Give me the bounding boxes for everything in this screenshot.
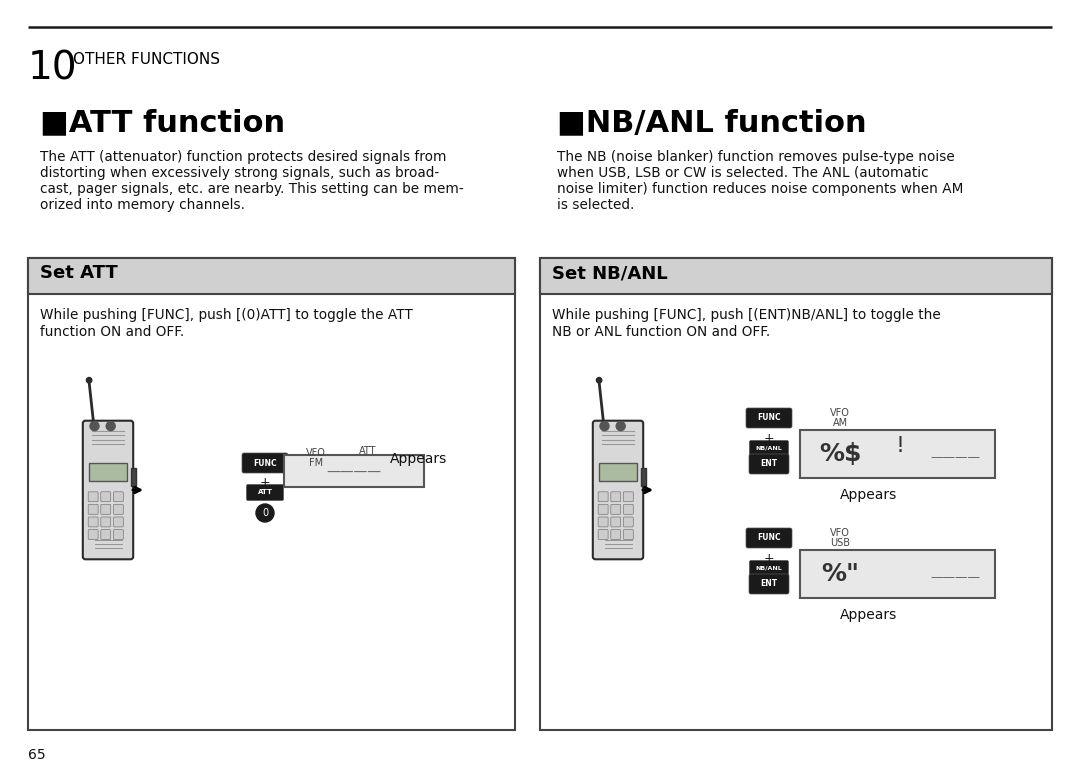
FancyBboxPatch shape bbox=[89, 491, 98, 501]
Bar bbox=[89, 463, 127, 481]
Circle shape bbox=[106, 421, 116, 431]
Bar bbox=[28, 258, 515, 730]
Text: !: ! bbox=[895, 436, 905, 456]
FancyBboxPatch shape bbox=[113, 530, 123, 539]
FancyBboxPatch shape bbox=[611, 517, 621, 527]
FancyBboxPatch shape bbox=[89, 530, 98, 539]
Text: ■ATT function: ■ATT function bbox=[40, 108, 285, 137]
Circle shape bbox=[600, 421, 609, 431]
Text: FUNC: FUNC bbox=[757, 414, 781, 422]
Text: ————: ———— bbox=[326, 466, 381, 480]
FancyBboxPatch shape bbox=[746, 408, 792, 428]
FancyBboxPatch shape bbox=[750, 574, 789, 594]
Text: Set NB/ANL: Set NB/ANL bbox=[552, 264, 667, 282]
FancyBboxPatch shape bbox=[100, 504, 111, 514]
Text: %$: %$ bbox=[819, 442, 861, 466]
Text: +: + bbox=[764, 552, 774, 565]
FancyBboxPatch shape bbox=[611, 491, 621, 501]
Text: %": %" bbox=[821, 562, 859, 586]
Bar bbox=[540, 258, 1052, 730]
Circle shape bbox=[90, 421, 99, 431]
FancyBboxPatch shape bbox=[598, 504, 608, 514]
Text: OTHER FUNCTIONS: OTHER FUNCTIONS bbox=[73, 52, 220, 67]
Text: Set ATT: Set ATT bbox=[40, 264, 118, 282]
FancyBboxPatch shape bbox=[598, 491, 608, 501]
FancyBboxPatch shape bbox=[113, 504, 123, 514]
Circle shape bbox=[256, 504, 274, 522]
Text: ————: ———— bbox=[930, 452, 980, 465]
Text: ATT: ATT bbox=[360, 446, 377, 456]
Text: Appears: Appears bbox=[840, 488, 897, 502]
FancyBboxPatch shape bbox=[750, 454, 789, 474]
Text: USB: USB bbox=[831, 538, 850, 548]
Text: NB/ANL: NB/ANL bbox=[756, 446, 782, 450]
Circle shape bbox=[596, 377, 602, 383]
Text: Appears: Appears bbox=[390, 452, 447, 466]
Text: Appears: Appears bbox=[840, 608, 897, 622]
Text: While pushing [FUNC], push [(0)ATT] to toggle the ATT: While pushing [FUNC], push [(0)ATT] to t… bbox=[40, 308, 413, 322]
FancyBboxPatch shape bbox=[113, 517, 123, 527]
FancyBboxPatch shape bbox=[611, 504, 621, 514]
Bar bbox=[28, 258, 515, 294]
FancyBboxPatch shape bbox=[242, 453, 288, 473]
FancyBboxPatch shape bbox=[593, 421, 644, 559]
Text: While pushing [FUNC], push [(ENT)NB/ANL] to toggle the: While pushing [FUNC], push [(ENT)NB/ANL]… bbox=[552, 308, 941, 322]
FancyBboxPatch shape bbox=[100, 491, 111, 501]
Text: distorting when excessively strong signals, such as broad-: distorting when excessively strong signa… bbox=[40, 166, 440, 180]
FancyBboxPatch shape bbox=[113, 491, 123, 501]
Bar bbox=[284, 455, 424, 487]
Text: NB/ANL: NB/ANL bbox=[756, 565, 782, 571]
Text: cast, pager signals, etc. are nearby. This setting can be mem-: cast, pager signals, etc. are nearby. Th… bbox=[40, 182, 463, 196]
Text: ENT: ENT bbox=[760, 459, 778, 469]
Text: +: + bbox=[259, 476, 270, 489]
Text: 10: 10 bbox=[28, 50, 78, 88]
Text: +: + bbox=[764, 431, 774, 444]
Circle shape bbox=[617, 421, 625, 431]
Text: 0: 0 bbox=[262, 508, 268, 518]
Bar bbox=[800, 550, 995, 598]
Text: FM: FM bbox=[309, 458, 323, 468]
Text: function ON and OFF.: function ON and OFF. bbox=[40, 325, 185, 339]
FancyBboxPatch shape bbox=[623, 530, 633, 539]
FancyBboxPatch shape bbox=[100, 517, 111, 527]
Text: AM: AM bbox=[833, 418, 848, 428]
Text: 65: 65 bbox=[28, 748, 45, 762]
Circle shape bbox=[86, 377, 92, 383]
Bar bbox=[599, 463, 637, 481]
Text: is selected.: is selected. bbox=[557, 198, 634, 212]
Text: FUNC: FUNC bbox=[757, 533, 781, 543]
FancyBboxPatch shape bbox=[623, 491, 633, 501]
Bar bbox=[131, 468, 136, 485]
FancyBboxPatch shape bbox=[83, 421, 133, 559]
FancyBboxPatch shape bbox=[611, 530, 621, 539]
FancyBboxPatch shape bbox=[598, 517, 608, 527]
FancyBboxPatch shape bbox=[89, 517, 98, 527]
FancyBboxPatch shape bbox=[623, 504, 633, 514]
Bar bbox=[540, 258, 1052, 294]
Text: ATT: ATT bbox=[257, 489, 272, 495]
FancyBboxPatch shape bbox=[89, 504, 98, 514]
Text: NB or ANL function ON and OFF.: NB or ANL function ON and OFF. bbox=[552, 325, 770, 339]
FancyBboxPatch shape bbox=[623, 517, 633, 527]
Text: VFO: VFO bbox=[831, 408, 850, 418]
FancyBboxPatch shape bbox=[746, 528, 792, 548]
FancyBboxPatch shape bbox=[100, 530, 111, 539]
Text: The NB (noise blanker) function removes pulse-type noise: The NB (noise blanker) function removes … bbox=[557, 150, 955, 164]
Text: ————: ———— bbox=[930, 572, 980, 584]
Text: orized into memory channels.: orized into memory channels. bbox=[40, 198, 245, 212]
Bar bbox=[800, 430, 995, 478]
FancyBboxPatch shape bbox=[750, 440, 788, 456]
FancyBboxPatch shape bbox=[750, 561, 788, 575]
Text: ■NB/ANL function: ■NB/ANL function bbox=[557, 108, 866, 137]
Text: ENT: ENT bbox=[760, 579, 778, 588]
Text: VFO: VFO bbox=[306, 448, 326, 458]
FancyBboxPatch shape bbox=[598, 530, 608, 539]
Text: when USB, LSB or CW is selected. The ANL (automatic: when USB, LSB or CW is selected. The ANL… bbox=[557, 166, 929, 180]
Text: VFO: VFO bbox=[831, 528, 850, 538]
Text: The ATT (attenuator) function protects desired signals from: The ATT (attenuator) function protects d… bbox=[40, 150, 446, 164]
Bar bbox=[640, 468, 646, 485]
FancyBboxPatch shape bbox=[246, 485, 283, 501]
Text: noise limiter) function reduces noise components when AM: noise limiter) function reduces noise co… bbox=[557, 182, 963, 196]
Text: FUNC: FUNC bbox=[253, 459, 276, 468]
